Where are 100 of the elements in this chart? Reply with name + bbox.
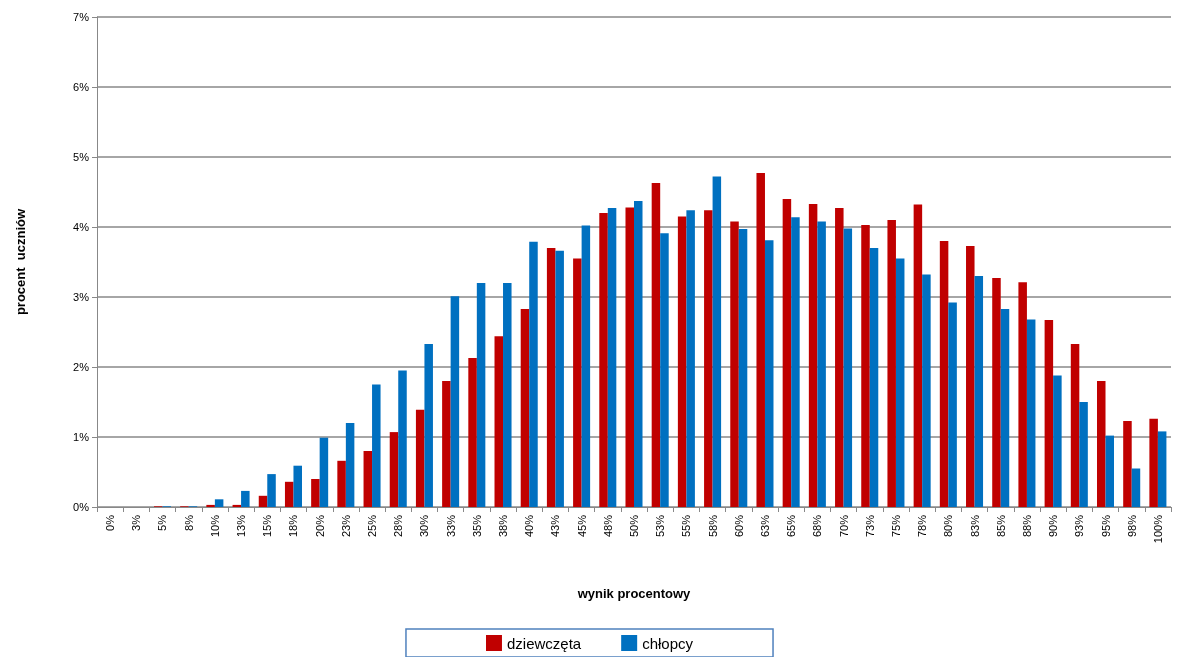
x-tick-label: 100% [1151,514,1164,544]
x-tick-label: 48% [601,514,614,538]
x-tick-label: 33% [444,514,457,538]
x-tick-label: 55% [680,514,693,538]
bar [966,245,975,507]
bar [581,225,591,507]
x-tick-label: 60% [732,514,745,538]
x-tick-label: 83% [968,514,981,538]
legend-label: dziewczęta [506,634,582,652]
bar [206,504,215,507]
x-tick-label: 28% [392,514,405,538]
bar [974,276,984,507]
x-tick-label: 75% [889,514,902,538]
x-tick-label: 25% [366,514,379,538]
bar [415,409,425,507]
bar [651,182,661,507]
bar [337,460,346,507]
x-tick-label: 78% [916,514,929,538]
bar [808,203,818,507]
bar [817,221,826,507]
bar [1079,402,1088,507]
bar [573,258,582,507]
bar [442,381,451,507]
x-tick-label: 13% [235,514,248,538]
bar [599,213,608,507]
bar [311,479,320,507]
bar [468,357,477,507]
bar [424,343,433,507]
bar [738,229,748,507]
bar [764,240,774,507]
bar [992,278,1001,507]
x-tick-label: 90% [1047,514,1060,538]
bar [712,176,722,507]
bar [607,208,617,507]
x-tick-label: 65% [785,514,798,538]
bar [214,499,224,507]
bar [450,296,460,507]
x-tick-label: 93% [1073,514,1086,538]
x-axis-title: wynik procentowy [576,586,692,601]
bar [704,210,713,507]
bar [293,465,302,507]
x-tick-label: 23% [339,514,352,538]
x-tick-label: 43% [549,514,562,538]
bar [1149,418,1158,507]
bar [686,210,695,507]
legend-label: chłopcy [642,634,694,652]
x-tick-label: 70% [837,514,850,538]
bar [1131,468,1141,507]
bar [1000,308,1010,507]
bar [284,481,294,507]
x-tick-label: 15% [261,514,274,538]
x-tick-label: 50% [628,514,640,538]
bar [345,423,355,507]
bar [913,204,923,507]
bar [1070,343,1080,507]
x-tick-label: 58% [706,514,719,538]
bar [861,224,870,507]
bar [1157,431,1167,507]
x-tick-label: 5% [156,514,169,531]
bar [922,274,931,507]
bar [887,220,896,507]
bar [1097,381,1106,507]
bar [895,258,905,507]
x-tick-label: 68% [811,514,824,538]
bar [267,474,276,507]
bar [1018,282,1027,507]
bar [1044,320,1054,507]
x-tick-label: 8% [182,514,195,531]
x-tick-label: 98% [1125,514,1138,538]
bar [677,216,687,507]
bar [529,241,538,507]
bar [634,201,643,507]
x-tick-label: 38% [497,514,510,538]
x-tick-label: 53% [654,514,667,538]
bar [546,248,556,507]
bar [241,490,250,507]
y-tick-label: 6% [73,81,90,93]
bar [939,241,949,507]
bar [1123,420,1132,507]
bar [1053,375,1062,507]
x-tick-label: 30% [418,514,431,538]
x-tick-label: 10% [208,514,221,538]
x-tick-label: 3% [130,514,143,531]
y-tick-label: 2% [73,361,90,373]
y-tick-label: 7% [73,11,90,23]
bar [791,217,800,507]
bar [520,308,530,507]
bar [835,208,844,507]
bar [948,302,957,507]
y-tick-label: 5% [73,151,90,163]
x-tick-label: 85% [994,514,1007,538]
bar [258,495,268,507]
bar [476,283,486,507]
x-tick-label: 0% [104,514,117,531]
bar [1026,319,1036,507]
bar [503,283,512,507]
bar [398,370,407,507]
x-tick-label: 95% [1099,514,1112,538]
y-tick-label: 1% [73,431,90,443]
bar [869,248,879,507]
